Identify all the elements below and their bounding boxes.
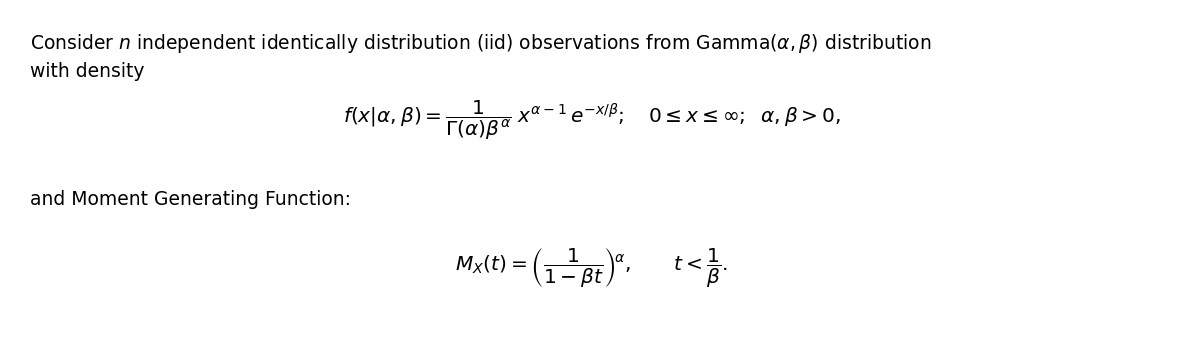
Text: with density: with density xyxy=(30,62,144,81)
Text: $f(x|\alpha, \beta) = \dfrac{1}{\Gamma(\alpha)\beta^{\alpha}}\; x^{\alpha-1}\, e: $f(x|\alpha, \beta) = \dfrac{1}{\Gamma(\… xyxy=(343,98,841,142)
Text: $M_X(t) = \left(\dfrac{1}{1 - \beta t}\right)^{\!\alpha},\qquad t < \dfrac{1}{\b: $M_X(t) = \left(\dfrac{1}{1 - \beta t}\r… xyxy=(456,246,728,290)
Text: and Moment Generating Function:: and Moment Generating Function: xyxy=(30,190,350,209)
Text: Consider $n$ independent identically distribution (iid) observations from Gamma$: Consider $n$ independent identically dis… xyxy=(30,32,932,55)
